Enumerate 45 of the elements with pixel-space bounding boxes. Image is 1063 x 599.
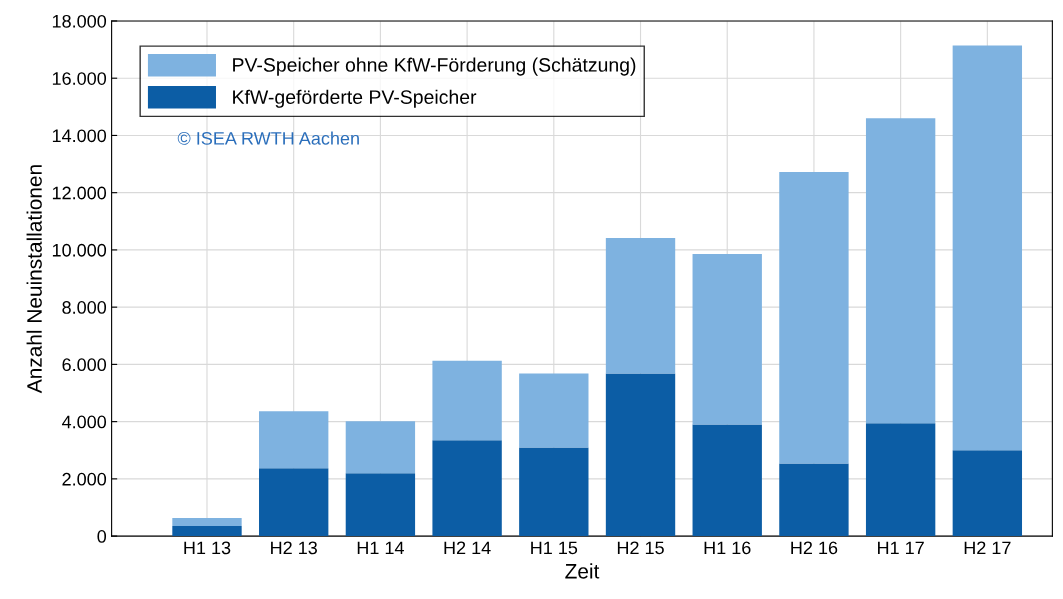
x-axis-title: Zeit — [565, 563, 600, 579]
y-tick-label: 10.000 — [52, 243, 107, 257]
bar — [779, 463, 849, 537]
x-tick-label: H1 14 — [357, 541, 404, 555]
y-tick-label: 18.000 — [52, 14, 107, 28]
bar — [865, 423, 936, 537]
bar — [519, 447, 589, 537]
bar — [605, 237, 676, 374]
x-tick-label: H1 15 — [531, 541, 578, 555]
x-tick-label: H2 13 — [271, 541, 317, 555]
bar — [952, 450, 1023, 537]
bar — [172, 526, 242, 537]
legend-label: KfW-geförderte PV-Speicher — [233, 89, 477, 108]
y-tick-label: 6.000 — [62, 358, 107, 372]
x-tick-label: H1 17 — [878, 541, 924, 555]
y-tick-label: 4.000 — [61, 415, 107, 429]
bar — [259, 468, 329, 537]
y-tick-label: 2.000 — [62, 472, 107, 486]
x-tick-label: H2 17 — [964, 541, 1011, 555]
bar — [865, 118, 936, 424]
bar — [432, 440, 502, 537]
bar — [345, 421, 416, 474]
bar — [432, 360, 502, 441]
y-tick-label: 14.000 — [52, 129, 107, 143]
bar — [259, 411, 329, 469]
x-tick-label: H1 13 — [184, 541, 231, 555]
bar — [172, 518, 242, 527]
bar — [692, 424, 762, 537]
x-tick-label: H1 16 — [704, 541, 751, 555]
y-tick-label: 0 — [97, 530, 107, 543]
y-tick-label: 16.000 — [52, 72, 107, 85]
bar — [692, 253, 762, 425]
bar — [779, 172, 849, 464]
bar — [605, 373, 676, 537]
annotation: © ISEA RWTH Aachen — [177, 131, 359, 145]
x-tick-label: H2 16 — [791, 541, 838, 555]
x-tick-label: H2 15 — [617, 541, 664, 555]
bar — [519, 373, 589, 448]
x-tick-label: H2 14 — [444, 541, 491, 555]
legend-label: PV-Speicher ohne KfW-Förderung (Schätzung) — [233, 57, 636, 76]
bar — [345, 473, 416, 537]
bar — [952, 45, 1023, 451]
y-tick-label: 12.000 — [52, 186, 107, 200]
y-tick-label: 8.000 — [62, 301, 107, 314]
y-axis-title: Anzahl Neuinstallationen — [26, 165, 42, 394]
